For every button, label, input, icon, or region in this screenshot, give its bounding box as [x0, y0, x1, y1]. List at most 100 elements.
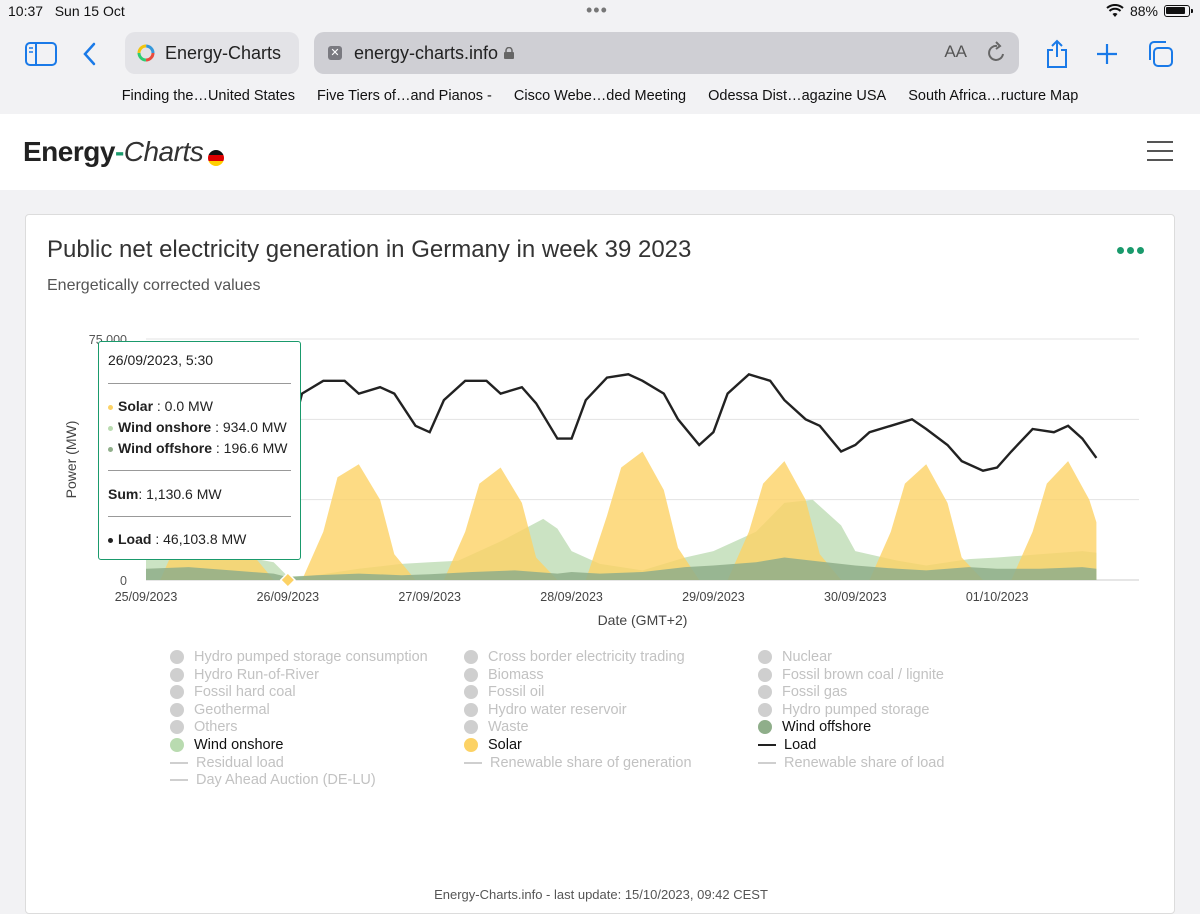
legend-item[interactable]: Load — [758, 737, 816, 753]
site-header: Energy-Charts — [0, 114, 1200, 190]
x-axis-title: Date (GMT+2) — [598, 612, 688, 628]
y-axis-title: Power (MW) — [63, 421, 79, 499]
legend-dot-icon — [758, 650, 772, 664]
wind-onshore-area — [146, 499, 1097, 580]
legend-item[interactable]: Fossil oil — [464, 684, 544, 700]
bookmarks-bar: Finding the…United States Five Tiers of…… — [0, 84, 1200, 114]
tabs-overview-icon[interactable] — [1142, 36, 1178, 72]
legend-label: Wind offshore — [782, 719, 872, 736]
legend-item[interactable]: Biomass — [464, 667, 544, 683]
legend-item[interactable]: Renewable share of generation — [464, 755, 692, 771]
menu-icon[interactable] — [1147, 141, 1173, 163]
bookmark-item[interactable]: South Africa…ructure Map — [908, 88, 1079, 104]
close-tab-icon[interactable]: ✕ — [328, 46, 342, 60]
legend-item[interactable]: Hydro pumped storage consumption — [170, 649, 428, 665]
legend-item[interactable]: Hydro Run-of-River — [170, 667, 319, 683]
y-tick-label: 0 — [120, 574, 127, 588]
share-icon[interactable] — [1039, 36, 1075, 72]
legend-line-icon — [758, 761, 776, 764]
back-icon[interactable] — [72, 36, 108, 72]
legend-item[interactable]: Cross border electricity trading — [464, 649, 685, 665]
legend-dot-icon — [758, 720, 772, 735]
bookmark-item[interactable]: Cisco Webe…ded Meeting — [513, 88, 687, 104]
legend-item[interactable]: Fossil hard coal — [170, 684, 296, 700]
legend-label: Others — [194, 719, 238, 736]
tooltip-date: 26/09/2023, 5:30 — [108, 352, 214, 368]
legend-label: Hydro pumped storage — [782, 701, 930, 718]
clock: 10:37 Sun 15 Oct — [8, 3, 125, 19]
legend-dot-icon — [464, 702, 478, 717]
tooltip-load: Load : 46,103.8 MW — [108, 531, 246, 547]
legend-item[interactable]: Fossil brown coal / lignite — [758, 667, 944, 683]
reader-settings-button[interactable]: AA — [944, 42, 967, 61]
chart-tooltip: 26/09/2023, 5:30 Solar : 0.0 MW Wind ons… — [98, 341, 301, 560]
legend-dot-icon — [170, 685, 184, 700]
legend-label: Renewable share of load — [784, 754, 945, 771]
legend-item[interactable]: Others — [170, 719, 238, 735]
legend-dot-icon — [170, 650, 184, 664]
battery-percent: 88% — [1129, 3, 1158, 19]
legend-label: Biomass — [488, 666, 544, 683]
multitask-dots-icon[interactable]: ••• — [586, 0, 608, 20]
legend-label: Geothermal — [194, 701, 270, 718]
legend-label: Fossil gas — [782, 684, 848, 701]
x-tick-label: 01/10/2023 — [966, 590, 1029, 604]
legend-item[interactable]: Day Ahead Auction (DE-LU) — [170, 772, 376, 788]
legend-item[interactable]: Solar — [464, 737, 522, 753]
lock-icon — [504, 47, 515, 59]
legend-label: Cross border electricity trading — [488, 649, 685, 665]
sidebar-icon[interactable] — [23, 36, 59, 72]
x-tick-label: 25/09/2023 — [115, 590, 178, 604]
bookmark-item[interactable]: Finding the…United States — [121, 88, 295, 104]
address-bar[interactable]: ✕ energy-charts.info AA — [314, 32, 1019, 74]
legend-item[interactable]: Geothermal — [170, 702, 270, 718]
bookmark-item[interactable]: Odessa Dist…agazine USA — [708, 88, 887, 104]
legend-label: Renewable share of generation — [490, 754, 692, 771]
wifi-icon — [1106, 4, 1124, 17]
site-logo[interactable]: Energy-Charts — [23, 136, 204, 167]
legend-dot-icon — [464, 738, 478, 752]
legend-item[interactable]: Hydro water reservoir — [464, 702, 627, 718]
url-text: energy-charts.info — [354, 42, 499, 63]
tab-title: Energy-Charts — [165, 42, 282, 63]
legend-dot-icon — [758, 685, 772, 700]
legend-dot-icon — [170, 720, 184, 735]
more-options-icon[interactable] — [1117, 247, 1144, 254]
chart-plot[interactable]: 0255075,00025/09/202326/09/202327/09/202… — [26, 215, 1176, 635]
legend-item[interactable]: Nuclear — [758, 649, 832, 665]
solar-area — [146, 451, 1097, 580]
reload-icon[interactable] — [987, 41, 1007, 63]
last-update-footer: Energy-Charts.info - last update: 15/10/… — [434, 887, 768, 902]
x-tick-label: 27/09/2023 — [398, 590, 461, 604]
legend-item[interactable]: Renewable share of load — [758, 755, 944, 771]
legend-line-icon — [170, 761, 188, 764]
legend-dot-icon — [464, 685, 478, 700]
tooltip-sum: Sum: 1,130.6 MW — [108, 486, 222, 502]
tab-energy-charts[interactable]: Energy-Charts — [125, 32, 299, 74]
legend-item[interactable]: Hydro pumped storage — [758, 702, 930, 718]
wind-offshore-area — [146, 557, 1097, 580]
legend-label: Waste — [488, 719, 529, 736]
legend-item[interactable]: Fossil gas — [758, 684, 847, 700]
legend-dot-icon — [758, 667, 772, 682]
german-flag-icon — [208, 150, 224, 166]
legend-item[interactable]: Wind offshore — [758, 719, 871, 735]
legend-dot-icon — [170, 667, 184, 682]
chart-title: Public net electricity generation in Ger… — [47, 236, 692, 263]
bookmark-item[interactable]: Five Tiers of…and Pianos - — [317, 88, 492, 104]
browser-toolbar: Energy-Charts ✕ energy-charts.info AA — [0, 24, 1200, 84]
chart-card: Public net electricity generation in Ger… — [25, 214, 1175, 914]
legend-line-icon — [758, 744, 776, 746]
tooltip-wind-onshore: Wind onshore : 934.0 MW — [108, 419, 287, 435]
legend-dot-icon — [464, 667, 478, 682]
new-tab-icon[interactable] — [1089, 36, 1125, 72]
legend-label: Wind onshore — [194, 737, 284, 753]
legend-dot-icon — [170, 738, 184, 752]
legend-item[interactable]: Waste — [464, 719, 529, 735]
legend-line-icon — [464, 761, 482, 764]
legend-item[interactable]: Residual load — [170, 755, 284, 771]
legend-label: Hydro water reservoir — [488, 701, 627, 718]
legend-label: Fossil oil — [488, 684, 545, 701]
legend-item[interactable]: Wind onshore — [170, 737, 283, 753]
load-line — [290, 372, 1098, 472]
